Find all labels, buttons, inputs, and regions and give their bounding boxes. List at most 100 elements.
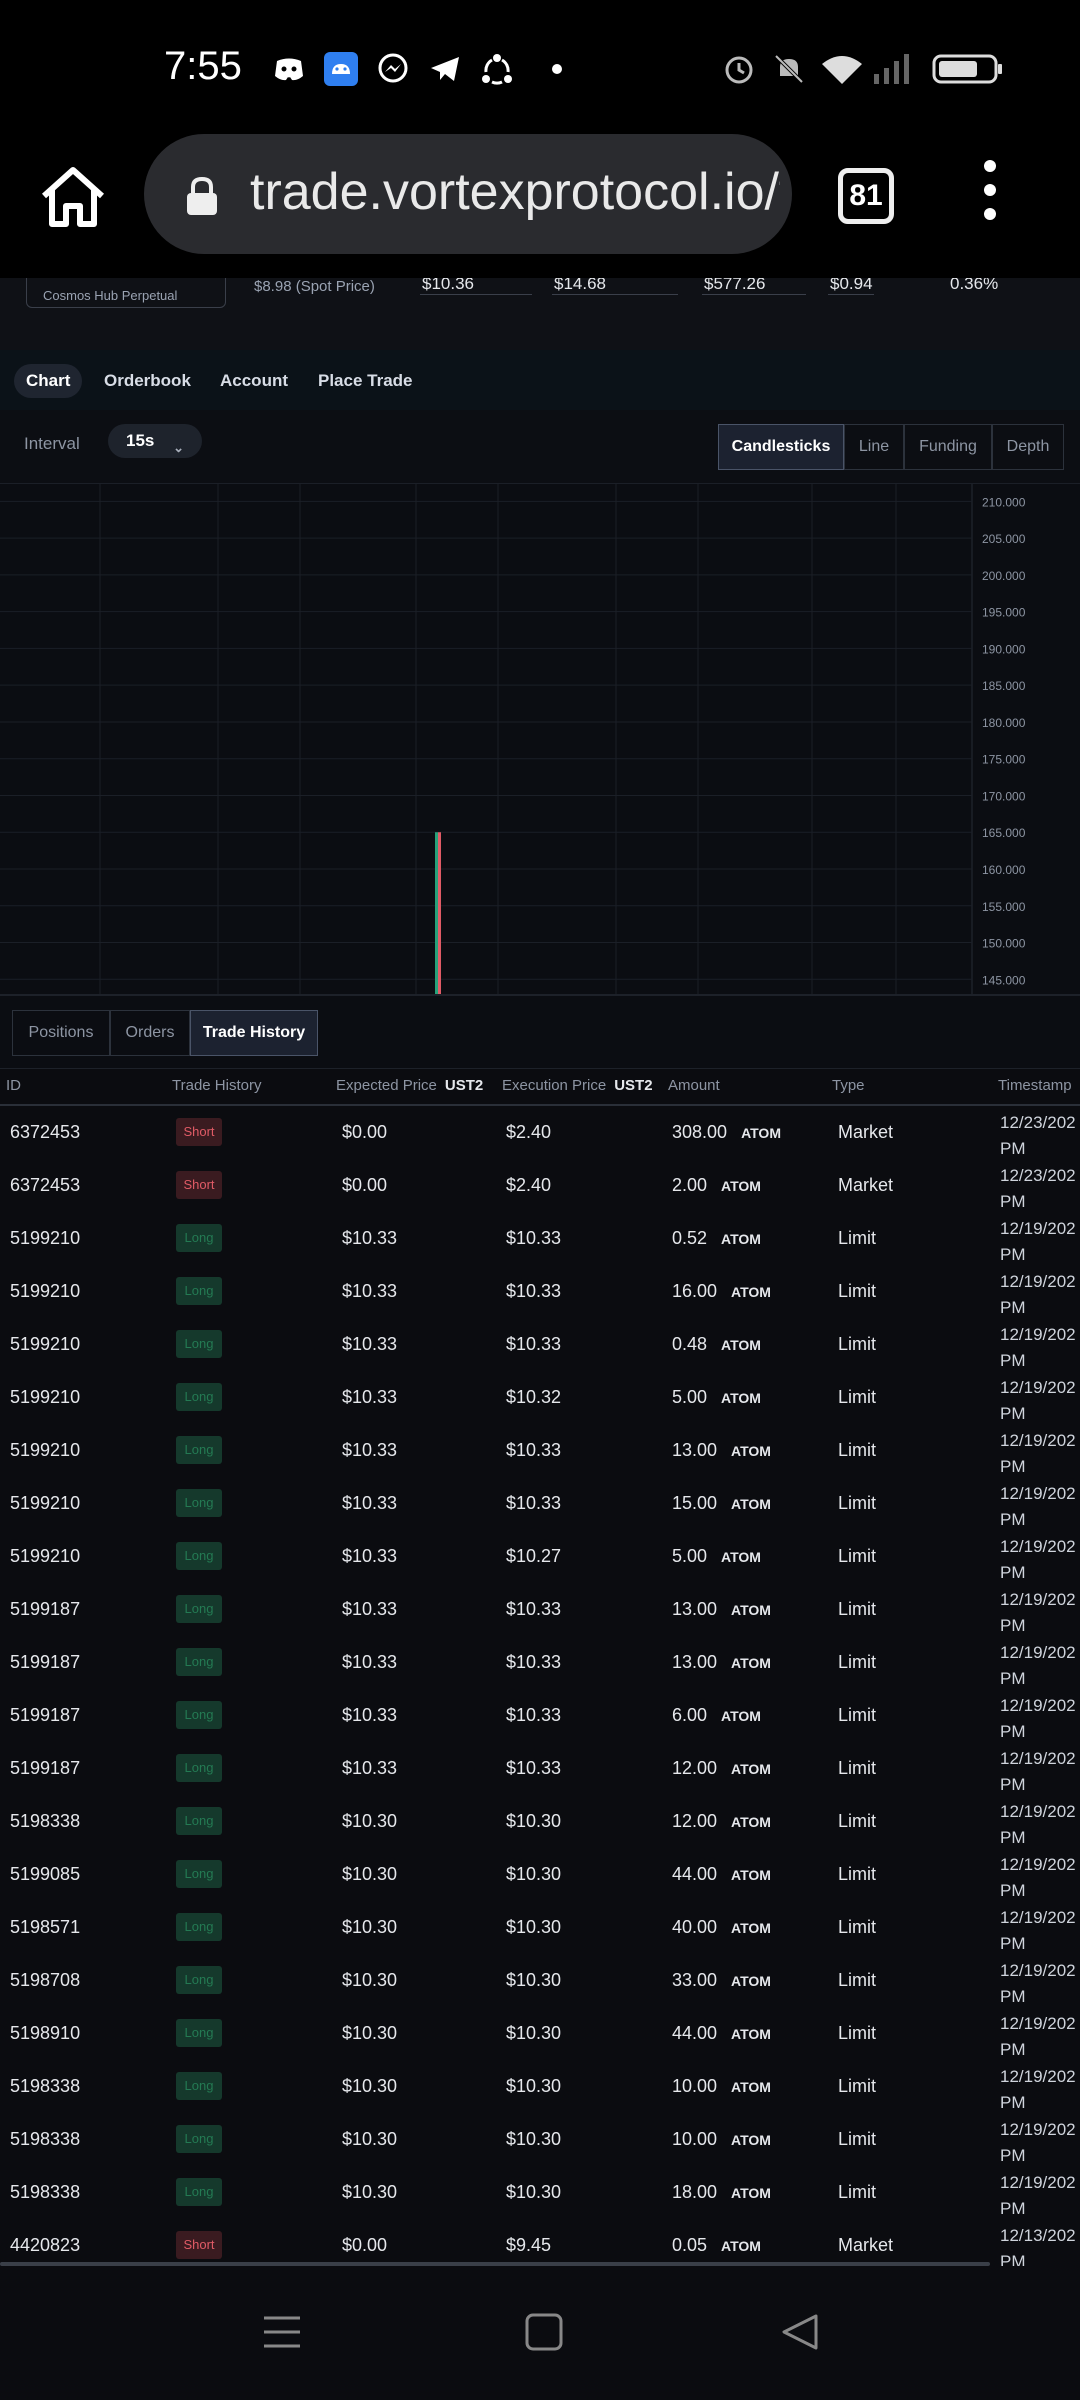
table-row[interactable]: 5199210 Long $10.33 $10.27 5.00 ATOM Limit 12/1… bbox=[0, 1530, 1080, 1583]
side-badge: Long bbox=[176, 1383, 222, 1411]
table-row[interactable]: 5198338 Long $10.30 $10.30 18.00 ATOM Limit 12/… bbox=[0, 2166, 1080, 2219]
share-icon bbox=[482, 54, 512, 85]
table-row[interactable]: 5199210 Long $10.33 $10.33 16.00 ATOM Limit 12/… bbox=[0, 1265, 1080, 1318]
table-row[interactable]: 6372453 Short $0.00 $2.40 2.00 ATOM Market 12/2… bbox=[0, 1159, 1080, 1212]
amount-unit: ATOM bbox=[731, 2079, 771, 2095]
cell-type: Limit bbox=[838, 1440, 877, 1460]
cell-expected-price: $10.33 bbox=[342, 1758, 398, 1778]
cell-expected-price: $10.33 bbox=[342, 1493, 398, 1513]
cell-expected-price: $10.33 bbox=[342, 1652, 398, 1672]
candlestick-chart[interactable]: 210.000 205.000 200.000 195.000 190.000 185.0… bbox=[0, 484, 1080, 994]
cell-timestamp: 12/19/202 PM bbox=[1000, 2117, 1076, 2169]
tab-trade-history[interactable]: Trade History bbox=[190, 1010, 318, 1056]
candle-up[interactable] bbox=[435, 832, 438, 994]
table-row[interactable]: 5198338 Long $10.30 $10.30 12.00 ATOM Limit 12/… bbox=[0, 1795, 1080, 1848]
cell-expected-price: $0.00 bbox=[342, 1175, 388, 1195]
tab-orders[interactable]: Orders bbox=[110, 1010, 190, 1056]
table-row[interactable]: 5198338 Long $10.30 $10.30 10.00 ATOM Limit 12/… bbox=[0, 2113, 1080, 2166]
chart-type-line[interactable]: Line bbox=[844, 424, 904, 470]
cell-amount: 12.00 ATOM bbox=[672, 1811, 771, 1832]
amount-unit: ATOM bbox=[731, 1602, 771, 1618]
cell-execution-price: $10.30 bbox=[506, 1917, 562, 1937]
tab-place-trade[interactable]: Place Trade bbox=[318, 371, 413, 390]
cell-type: Limit bbox=[838, 1864, 877, 1884]
cell-execution-price: $10.30 bbox=[506, 1970, 562, 1990]
price-chart[interactable]: 210.000 205.000 200.000 195.000 190.000 185.0… bbox=[0, 484, 1080, 994]
cell-timestamp: 12/19/202 PM bbox=[1000, 1322, 1076, 1374]
header-type: Type bbox=[832, 1077, 865, 1094]
y-tick-label: 185.000 bbox=[982, 679, 1026, 693]
tab-chart[interactable]: Chart bbox=[14, 364, 83, 398]
cell-execution-price: $10.33 bbox=[506, 1705, 562, 1725]
timestamp-period: PM bbox=[1000, 1245, 1026, 1264]
battery-icon bbox=[932, 54, 1002, 84]
amount-value: 13.00 bbox=[672, 1599, 718, 1619]
market-selector[interactable]: Cosmos Hub Perpetual bbox=[26, 278, 226, 308]
cell-type: Limit bbox=[838, 1493, 877, 1513]
amount-value: 44.00 bbox=[672, 2023, 718, 2043]
tab-orderbook[interactable]: Orderbook bbox=[104, 371, 191, 390]
market-stat-1: $10.36 bbox=[422, 278, 474, 293]
cell-id: 4420823 bbox=[10, 2235, 81, 2255]
y-tick-label: 200.000 bbox=[982, 569, 1026, 583]
table-row[interactable]: 5199210 Long $10.33 $10.33 13.00 ATOM Limit 12/… bbox=[0, 1424, 1080, 1477]
table-row[interactable]: 5199210 Long $10.33 $10.33 0.52 ATOM Limit 12/1… bbox=[0, 1212, 1080, 1265]
messenger-icon bbox=[378, 53, 408, 83]
sub-tabs: Positions Orders Trade History bbox=[0, 994, 1080, 1068]
table-row[interactable]: 5199187 Long $10.33 $10.33 13.00 ATOM Limit 12/… bbox=[0, 1636, 1080, 1689]
home-icon[interactable] bbox=[38, 162, 108, 232]
status-time: 7:55 bbox=[164, 44, 242, 88]
tab-positions[interactable]: Positions bbox=[12, 1010, 110, 1056]
cell-timestamp: 12/19/202 PM bbox=[1000, 1216, 1076, 1268]
cell-type: Limit bbox=[838, 1599, 877, 1619]
chart-type-funding[interactable]: Funding bbox=[904, 424, 992, 470]
amount-value: 10.00 bbox=[672, 2129, 718, 2149]
cell-execution-price: $10.33 bbox=[506, 1493, 562, 1513]
table-row[interactable]: 5199187 Long $10.33 $10.33 12.00 ATOM Limit 12/… bbox=[0, 1742, 1080, 1795]
cell-execution-price: $10.30 bbox=[506, 2023, 562, 2043]
chart-type-depth[interactable]: Depth bbox=[992, 424, 1064, 470]
home-square-icon[interactable] bbox=[524, 2312, 564, 2352]
y-tick-label: 180.000 bbox=[982, 716, 1026, 730]
browser-menu-icon[interactable] bbox=[980, 160, 1000, 230]
tab-account[interactable]: Account bbox=[220, 371, 288, 390]
cell-amount: 12.00 ATOM bbox=[672, 1758, 771, 1779]
trade-history-table[interactable]: 6372453 Short $0.00 $2.40 308.00 ATOM Market 12… bbox=[0, 1106, 1080, 2266]
recents-icon[interactable] bbox=[262, 2312, 302, 2352]
cell-id: 5198338 bbox=[10, 2129, 81, 2149]
table-row[interactable]: 5198571 Long $10.30 $10.30 40.00 ATOM Limit 12/… bbox=[0, 1901, 1080, 1954]
side-badge: Long bbox=[176, 1436, 222, 1464]
cell-id: 5199187 bbox=[10, 1758, 81, 1778]
horizontal-scrollbar[interactable] bbox=[0, 2262, 990, 2266]
interval-select[interactable]: 15s ⌄ bbox=[108, 424, 202, 458]
url-bar[interactable]: trade.vortexprotocol.io/t bbox=[144, 134, 792, 254]
table-row[interactable]: 4420823 Short $0.00 $9.45 0.05 ATOM Market 12/1… bbox=[0, 2219, 1080, 2266]
back-triangle-icon[interactable] bbox=[780, 2312, 820, 2352]
table-row[interactable]: 5198708 Long $10.30 $10.30 33.00 ATOM Limit 12/… bbox=[0, 1954, 1080, 2007]
table-row[interactable]: 5199085 Long $10.30 $10.30 44.00 ATOM Limit 12/… bbox=[0, 1848, 1080, 1901]
cell-timestamp: 12/19/202 PM bbox=[1000, 1587, 1076, 1639]
tab-switcher-button[interactable]: 81 bbox=[838, 168, 894, 224]
table-row[interactable]: 5199187 Long $10.33 $10.33 13.00 ATOM Limit 12/… bbox=[0, 1583, 1080, 1636]
cell-amount: 33.00 ATOM bbox=[672, 1970, 771, 1991]
candle-down[interactable] bbox=[438, 832, 441, 994]
table-row[interactable]: 6372453 Short $0.00 $2.40 308.00 ATOM Market 12… bbox=[0, 1106, 1080, 1159]
cell-id: 5199210 bbox=[10, 1493, 81, 1513]
chart-type-candlesticks[interactable]: Candlesticks bbox=[718, 424, 844, 470]
table-row[interactable]: 5199187 Long $10.33 $10.33 6.00 ATOM Limit 12/1… bbox=[0, 1689, 1080, 1742]
table-row[interactable]: 5198910 Long $10.30 $10.30 44.00 ATOM Limit 12/… bbox=[0, 2007, 1080, 2060]
table-row[interactable]: 5198338 Long $10.30 $10.30 10.00 ATOM Limit 12/… bbox=[0, 2060, 1080, 2113]
cell-id: 5199085 bbox=[10, 1864, 81, 1884]
cell-type: Limit bbox=[838, 2023, 877, 2043]
cell-type: Limit bbox=[838, 2182, 877, 2202]
cell-id: 5199210 bbox=[10, 1387, 81, 1407]
table-row[interactable]: 5199210 Long $10.33 $10.33 15.00 ATOM Limit 12/… bbox=[0, 1477, 1080, 1530]
cell-expected-price: $10.33 bbox=[342, 1546, 398, 1566]
interval-value: 15s bbox=[126, 431, 155, 450]
table-row[interactable]: 5199210 Long $10.33 $10.32 5.00 ATOM Limit 12/1… bbox=[0, 1371, 1080, 1424]
timestamp-period: PM bbox=[1000, 1722, 1026, 1741]
timestamp-period: PM bbox=[1000, 1563, 1026, 1582]
table-row[interactable]: 5199210 Long $10.33 $10.33 0.48 ATOM Limit 12/1… bbox=[0, 1318, 1080, 1371]
cell-type: Limit bbox=[838, 1334, 877, 1354]
timestamp-date: 12/19/202 bbox=[1000, 1908, 1076, 1927]
